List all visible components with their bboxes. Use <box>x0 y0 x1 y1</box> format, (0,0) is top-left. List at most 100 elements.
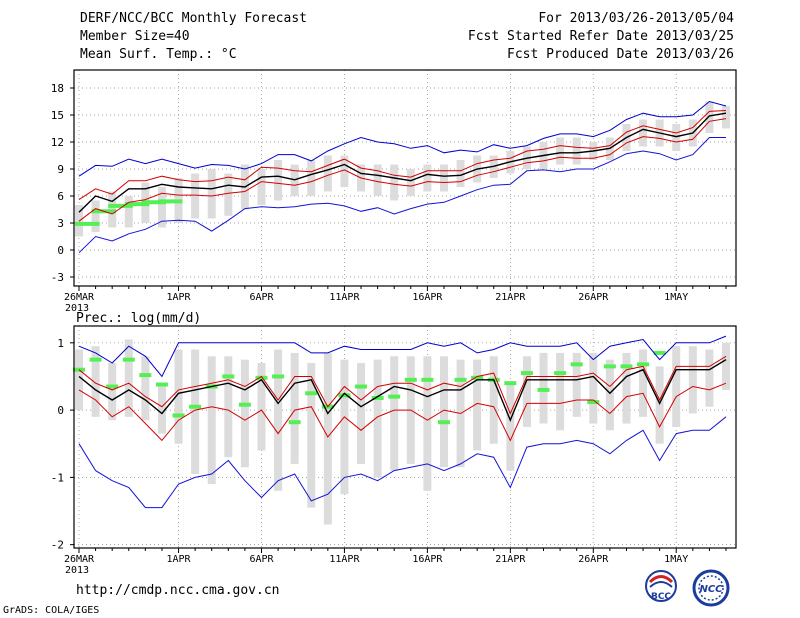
prec-mean-line <box>78 359 727 423</box>
temp-ensemble-bar <box>373 164 382 196</box>
temp-ytick-label: 12 <box>51 136 64 149</box>
prec-xtick-label: 1MAY <box>664 554 688 565</box>
temp-ensemble-bar <box>406 169 415 196</box>
temp-plot-frame <box>73 69 737 287</box>
temp-max-line <box>78 100 727 177</box>
temp-xtick-label: 21APR <box>495 292 526 303</box>
temp-xtick-label: 1MAY <box>664 292 688 303</box>
temp-ensemble-bar <box>705 101 714 133</box>
prec-ensemble-bar <box>522 356 531 427</box>
temp-ensemble-bar <box>390 164 399 201</box>
temp-ytick-label: 3 <box>57 217 64 230</box>
ncc-logo-text: NCC <box>699 584 723 595</box>
temp-ytick-label: 9 <box>57 163 64 176</box>
prec-ensemble-bar <box>108 363 117 421</box>
temp-ensemble-bar <box>423 164 432 192</box>
refer-date: Fcst Started Refer Date 2013/03/25 <box>467 29 734 44</box>
bcc-logo: BCC <box>645 570 677 602</box>
prec-ensemble-bar <box>240 359 249 468</box>
temp-ensemble-bar <box>307 160 316 196</box>
temp-ensemble-bar <box>207 169 216 219</box>
temp-ensemble-bar <box>639 119 648 147</box>
temp-ensemble-bar <box>191 173 200 219</box>
prec-ensemble-bar <box>124 339 133 417</box>
prec-xtick-label: 6APR <box>249 554 274 565</box>
temp-upper-line <box>78 110 727 201</box>
temp-ensemble-bar <box>456 160 465 187</box>
temp-mean-line <box>78 112 727 213</box>
ncc-logo: NCC <box>692 569 730 607</box>
prec-min-line <box>78 416 727 509</box>
temp-ensemble-bar <box>722 106 730 129</box>
temp-ensemble-bar <box>157 187 166 228</box>
prec-ensemble-bar <box>141 356 150 421</box>
prec-ensemble-bar <box>274 349 283 491</box>
prec-ensemble-bar <box>439 356 448 468</box>
prec-ensemble-bar <box>174 349 183 444</box>
temp-ensemble-bar <box>439 164 448 192</box>
prec-ensemble-bar <box>688 346 697 414</box>
prec-ensemble-bar <box>257 363 266 451</box>
prec-xtick-label: 16APR <box>412 554 443 565</box>
prec-xtick-label: 26APR <box>578 554 609 565</box>
prec-xtick-label: 1APR <box>166 554 191 565</box>
temp-xtick-label: 16APR <box>412 292 443 303</box>
chart-title: DERF/NCC/BCC Monthly Forecast <box>80 11 307 26</box>
temp-ensemble-bar <box>672 124 681 151</box>
prec-xtick-label: 26MAR <box>64 554 95 565</box>
prec-ensemble-bar <box>605 359 614 431</box>
temp-ensemble-bar <box>257 169 266 205</box>
prec-ensemble-bar <box>489 356 498 444</box>
temp-ensemble-bar <box>340 155 349 187</box>
temp-ensemble-bar <box>323 155 332 192</box>
variable-label: Mean Surf. Temp.: °C <box>80 47 237 62</box>
prec-ensemble-bar <box>75 349 83 411</box>
temp-min-line <box>78 137 726 254</box>
grads-credit: GrADS: COLA/IGES <box>3 605 100 616</box>
prec-ensemble-bar <box>556 352 565 431</box>
temp-ensemble-bar <box>224 173 233 216</box>
prec-ytick-label: 1 <box>57 337 64 350</box>
prec-ensemble-bar <box>290 352 299 464</box>
prec-panel-title: Prec.: log(mm/d) <box>76 311 201 326</box>
prec-ensemble-bar <box>357 363 366 464</box>
prec-ensemble-bar <box>390 356 399 471</box>
prec-ensemble-bar <box>157 386 166 434</box>
prec-ytick-label: -1 <box>51 471 64 484</box>
temp-xtick-label: 26MAR <box>64 292 95 303</box>
temp-xtick-label: 11APR <box>329 292 360 303</box>
temp-ytick-label: 18 <box>51 82 64 95</box>
prec-ensemble-bar <box>323 352 332 525</box>
temp-xtick-label: 1APR <box>166 292 191 303</box>
prec-ensemble-bar <box>639 349 648 417</box>
prec-ensemble-bar <box>572 352 581 417</box>
prec-plot-frame <box>73 325 737 549</box>
prec-ytick-label: -2 <box>51 539 64 552</box>
temp-ytick-label: -3 <box>51 271 64 284</box>
temp-ytick-label: 6 <box>57 190 64 203</box>
prec-max-line <box>78 335 727 378</box>
temp-ensemble-bar <box>124 196 133 228</box>
prec-ensemble-bar <box>722 342 730 390</box>
temp-ensemble-bar <box>556 137 565 165</box>
prec-lower-line <box>78 382 727 442</box>
temp-ensemble-bar <box>91 200 100 232</box>
prec-year-label: 2013 <box>65 565 89 576</box>
source-url[interactable]: http://cmdp.ncc.cma.gov.cn <box>76 583 280 598</box>
prec-ensemble-bar <box>91 346 100 417</box>
prec-ensemble-bar <box>340 359 349 495</box>
prec-ensemble-bar <box>705 349 714 407</box>
prec-ensemble-bar <box>191 349 200 474</box>
temp-xtick-label: 6APR <box>249 292 274 303</box>
temp-ensemble-bar <box>274 160 283 201</box>
prec-ensemble-bar <box>473 359 482 451</box>
temp-lower-line <box>78 118 727 222</box>
prec-ensemble-bar <box>506 383 515 471</box>
prec-xtick-label: 11APR <box>329 554 360 565</box>
prec-ytick-label: 0 <box>57 404 64 417</box>
prec-ensemble-bar <box>224 356 233 458</box>
bcc-logo-text: BCC <box>651 592 671 602</box>
prec-upper-line <box>78 355 727 415</box>
prec-ensemble-bar <box>373 359 382 478</box>
